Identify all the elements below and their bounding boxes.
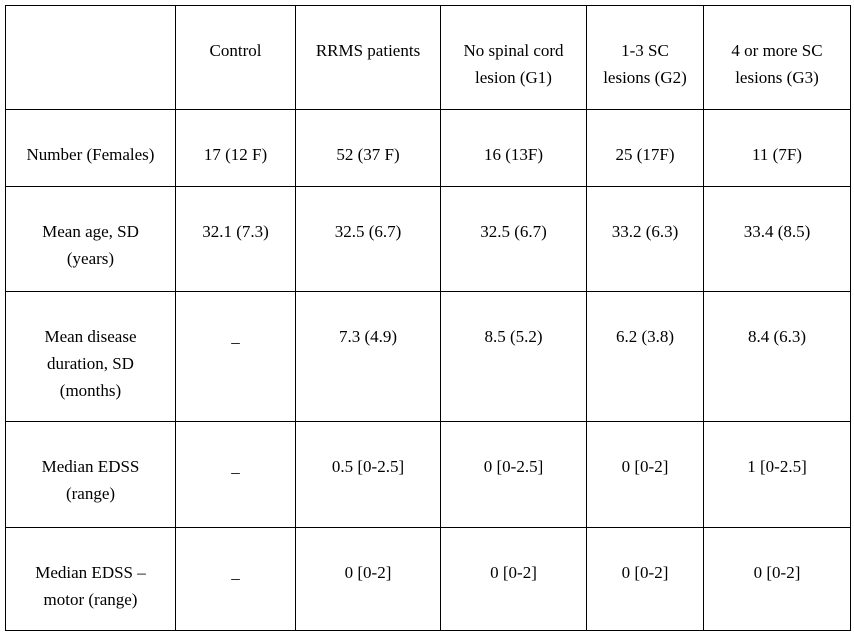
body-cell: 32.5 (6.7) bbox=[295, 186, 441, 292]
cell-text: No spinal cord bbox=[463, 41, 564, 60]
body-cell: 32.1 (7.3) bbox=[175, 186, 296, 292]
cell-text: 52 (37 F) bbox=[336, 145, 400, 164]
cell-text: 32.1 (7.3) bbox=[202, 222, 269, 241]
header-cell: Control bbox=[175, 5, 296, 110]
cell-text: 1 [0-2.5] bbox=[747, 457, 807, 476]
cell-text: _ bbox=[231, 457, 240, 476]
cell-text: lesion (G1) bbox=[475, 68, 552, 87]
cell-text: 0 [0-2] bbox=[490, 563, 537, 582]
cell-text: 7.3 (4.9) bbox=[338, 327, 398, 346]
body-cell: 32.5 (6.7) bbox=[440, 186, 587, 292]
body-cell: 52 (37 F) bbox=[295, 109, 441, 187]
body-cell: 8.4 (6.3) bbox=[703, 291, 851, 422]
body-cell: 7.3 (4.9) bbox=[295, 291, 441, 422]
body-cell: 0 [0-2] bbox=[703, 527, 851, 631]
cell-text: 11 (7F) bbox=[752, 145, 802, 164]
cell-text: 4 or more SC bbox=[731, 41, 823, 60]
cell-text: 33.2 (6.3) bbox=[611, 222, 679, 241]
cell-text: Median EDSS bbox=[41, 457, 140, 476]
cell-text: Median EDSS – bbox=[35, 563, 146, 582]
cell-text: (range) bbox=[65, 484, 116, 503]
cell-text: 16 (13F) bbox=[483, 145, 544, 164]
body-cell: 0 [0-2.5] bbox=[440, 421, 587, 528]
cell-text: Mean age, SD bbox=[42, 222, 139, 241]
body-cell: Median EDSS – motor (range) bbox=[5, 527, 176, 631]
cell-text: RRMS patients bbox=[315, 41, 421, 60]
cell-text: 17 (12 F) bbox=[203, 145, 268, 164]
body-cell: 0.5 [0-2.5] bbox=[295, 421, 441, 528]
body-row: Mean disease duration, SD (months) _ 7.3 (4.… bbox=[5, 291, 851, 422]
cell-text: 0.5 [0-2.5] bbox=[331, 457, 405, 476]
body-cell: Median EDSS (range) bbox=[5, 421, 176, 528]
cell-text: _ bbox=[231, 563, 240, 582]
body-cell: 0 [0-2] bbox=[586, 527, 704, 631]
cell-text: (months) bbox=[59, 381, 122, 400]
cell-text: lesions (G3) bbox=[735, 68, 819, 87]
header-cell: 4 or more SC lesions (G3) bbox=[703, 5, 851, 110]
body-cell: _ bbox=[175, 291, 296, 422]
body-cell: 11 (7F) bbox=[703, 109, 851, 187]
body-row: Mean age, SD (years) 32.1 (7.3) 32.5 (6.7) 3… bbox=[5, 186, 851, 292]
cell-text: Control bbox=[209, 41, 262, 60]
cell-text: 6.2 (3.8) bbox=[615, 327, 675, 346]
body-cell: 0 [0-2] bbox=[295, 527, 441, 631]
body-row: Number (Females) 17 (12 F) 52 (37 F) 16 (13… bbox=[5, 109, 851, 187]
cell-text: 0 [0-2] bbox=[621, 457, 669, 476]
cell-text: _ bbox=[231, 327, 240, 346]
body-cell: 25 (17F) bbox=[586, 109, 704, 187]
body-cell: 0 [0-2] bbox=[440, 527, 587, 631]
cell-text: 0 [0-2] bbox=[621, 563, 669, 582]
cell-text: 0 [0-2.5] bbox=[483, 457, 544, 476]
cell-text: 8.5 (5.2) bbox=[484, 327, 543, 346]
body-cell: 8.5 (5.2) bbox=[440, 291, 587, 422]
table-body: Control RRMS patients No spinal cord lesion… bbox=[5, 5, 851, 631]
cell-text: (years) bbox=[66, 249, 115, 268]
cell-text: 32.5 (6.7) bbox=[480, 222, 547, 241]
cell-text: 0 [0-2] bbox=[753, 563, 801, 582]
body-cell: 1 [0-2.5] bbox=[703, 421, 851, 528]
cell-text: 33.4 (8.5) bbox=[743, 222, 811, 241]
cell-text: motor (range) bbox=[43, 590, 138, 609]
cell-text: 0 [0-2] bbox=[344, 563, 392, 582]
body-cell: _ bbox=[175, 527, 296, 631]
body-cell: Mean disease duration, SD (months) bbox=[5, 291, 176, 422]
body-cell: 33.2 (6.3) bbox=[586, 186, 704, 292]
body-cell: 16 (13F) bbox=[440, 109, 587, 187]
header-cell: 1-3 SC lesions (G2) bbox=[586, 5, 704, 110]
body-cell: Mean age, SD (years) bbox=[5, 186, 176, 292]
body-row: Median EDSS – motor (range) _ 0 [0-2] 0 [0-2… bbox=[5, 527, 851, 631]
body-cell: 0 [0-2] bbox=[586, 421, 704, 528]
body-cell: 6.2 (3.8) bbox=[586, 291, 704, 422]
cell-text: 8.4 (6.3) bbox=[747, 327, 807, 346]
cell-text: Mean disease bbox=[44, 327, 137, 346]
cell-text: lesions (G2) bbox=[603, 68, 687, 87]
header-cell: No spinal cord lesion (G1) bbox=[440, 5, 587, 110]
cell-text: 1-3 SC bbox=[621, 41, 669, 60]
body-cell: _ bbox=[175, 421, 296, 528]
cell-text: 32.5 (6.7) bbox=[334, 222, 402, 241]
header-cell bbox=[5, 5, 176, 110]
body-cell: 33.4 (8.5) bbox=[703, 186, 851, 292]
cell-text: Number (Females) bbox=[26, 145, 155, 164]
cell-text: duration, SD bbox=[47, 354, 134, 373]
body-cell: Number (Females) bbox=[5, 109, 176, 187]
data-table: Control RRMS patients No spinal cord lesion… bbox=[5, 5, 851, 631]
body-row: Median EDSS (range) _ 0.5 [0-2.5] 0 [0-2.5] 0… bbox=[5, 421, 851, 528]
header-cell: RRMS patients bbox=[295, 5, 441, 110]
header-row: Control RRMS patients No spinal cord lesion… bbox=[5, 5, 851, 110]
body-cell: 17 (12 F) bbox=[175, 109, 296, 187]
cell-text: 25 (17F) bbox=[615, 145, 675, 164]
